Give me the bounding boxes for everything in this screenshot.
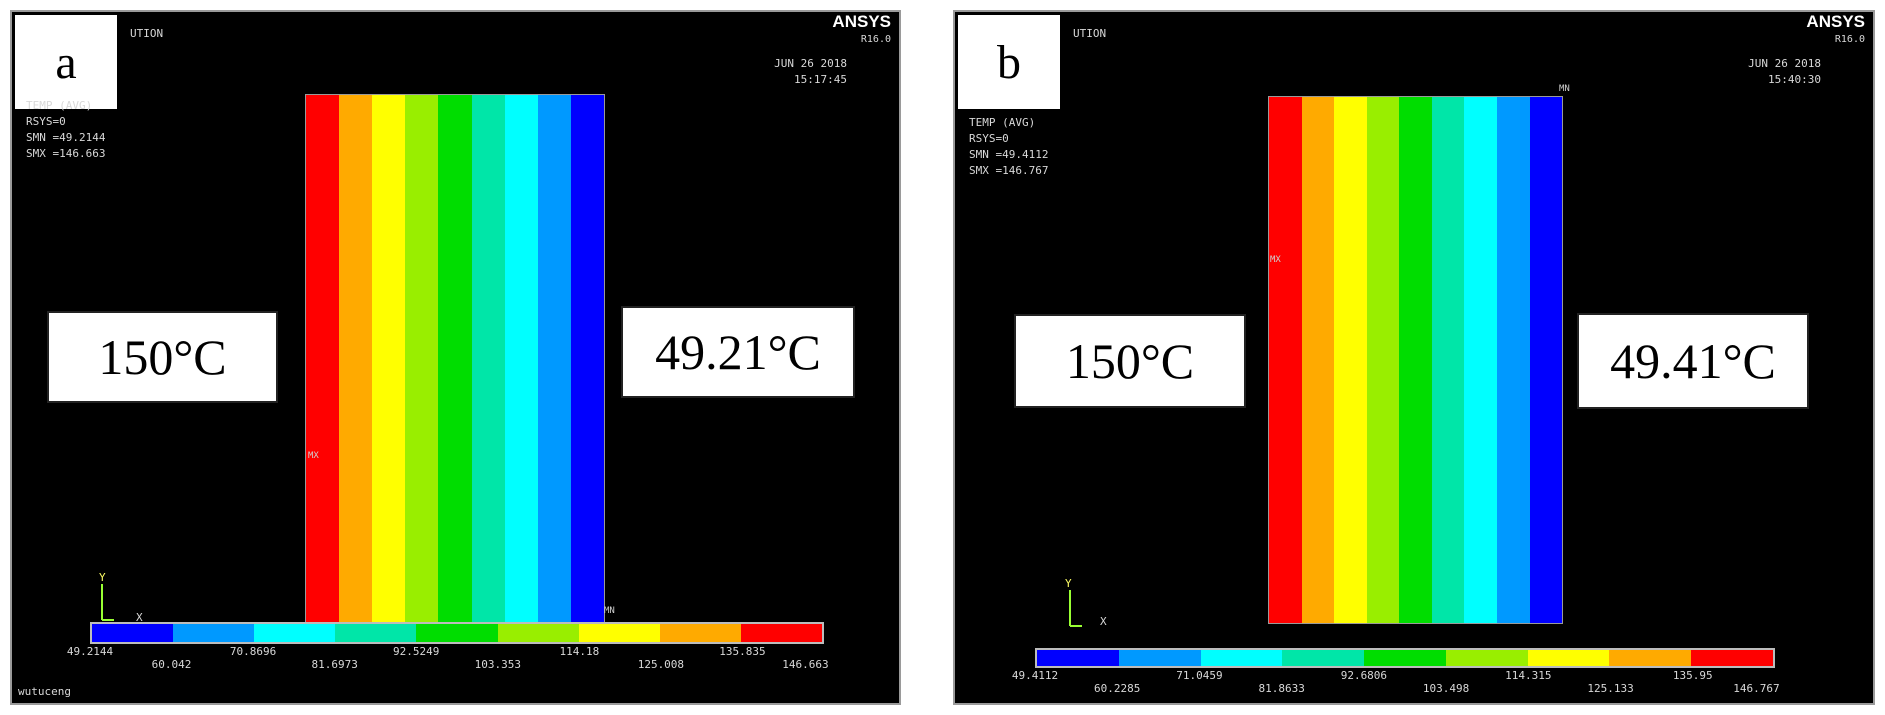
legend-swatch bbox=[1527, 650, 1610, 666]
info-line: TEMP (AVG) bbox=[26, 99, 93, 112]
info-line: RSYS=0 bbox=[969, 132, 1009, 145]
legend-swatch bbox=[335, 624, 417, 642]
info-block: TEMP (AVG) RSYS=0 SMN =49.2144 SMX =146.… bbox=[26, 98, 105, 162]
axis-x-label: X bbox=[1100, 615, 1107, 628]
legend-tick-label: 135.835 bbox=[719, 645, 766, 658]
axis-y-label: Y bbox=[1065, 577, 1072, 590]
time: 15:17:45 bbox=[794, 73, 847, 86]
panel-letter: b bbox=[955, 12, 1063, 112]
color-legend bbox=[1035, 648, 1775, 668]
contour-band bbox=[438, 95, 472, 631]
contour-band bbox=[1269, 97, 1302, 623]
legend-tick-label: 146.663 bbox=[782, 658, 829, 671]
axis-triad-icon bbox=[101, 584, 114, 621]
version: R16.0 bbox=[1834, 34, 1865, 45]
temperature-contour bbox=[305, 94, 605, 632]
legend-tick-label: 135.95 bbox=[1672, 669, 1713, 682]
legend-tick-label: 114.18 bbox=[559, 645, 600, 658]
axis-triad-icon bbox=[1069, 590, 1082, 627]
info-line: SMN =49.4112 bbox=[969, 148, 1049, 161]
legend-tick-label: 114.315 bbox=[1505, 669, 1552, 682]
contour-band bbox=[537, 95, 571, 631]
legend-tick-label: 81.8633 bbox=[1258, 682, 1305, 695]
legend-tick-label: 81.6973 bbox=[311, 658, 358, 671]
footer-text: wutuceng bbox=[18, 685, 71, 698]
panel-b: b UTION ANSYS R16.0 JUN 26 2018 15:40:30… bbox=[953, 10, 1875, 705]
contour-band bbox=[1366, 97, 1400, 623]
date: JUN 26 2018 bbox=[774, 57, 847, 70]
contour-band bbox=[1496, 97, 1530, 623]
temperature-contour bbox=[1268, 96, 1563, 624]
contour-band bbox=[1431, 97, 1465, 623]
legend-swatch bbox=[254, 624, 336, 642]
version: R16.0 bbox=[860, 34, 891, 45]
hot-side-label: 150°C bbox=[1014, 314, 1246, 408]
contour-band bbox=[405, 95, 439, 631]
axis-y-label: Y bbox=[99, 571, 106, 584]
contour-band bbox=[1399, 97, 1432, 623]
hot-side-label: 150°C bbox=[47, 311, 278, 403]
legend-swatch bbox=[1364, 650, 1446, 666]
legend-tick-label: 146.767 bbox=[1733, 682, 1780, 695]
contour-band bbox=[372, 95, 406, 631]
contour-band bbox=[504, 95, 538, 631]
legend-tick-label: 49.2144 bbox=[66, 645, 114, 658]
legend-swatch bbox=[92, 624, 174, 642]
legend-swatch bbox=[1037, 650, 1119, 666]
legend-tick-label: 60.042 bbox=[151, 658, 192, 671]
contour-band bbox=[471, 95, 505, 631]
legend-swatch bbox=[1118, 650, 1201, 666]
legend-tick-label: 103.353 bbox=[474, 658, 521, 671]
title-fragment: UTION bbox=[1073, 27, 1107, 40]
axis-x-label: X bbox=[136, 611, 143, 624]
legend-tick-label: 92.6806 bbox=[1340, 669, 1388, 682]
legend-swatch bbox=[173, 624, 255, 642]
legend-swatch bbox=[416, 624, 498, 642]
panel-a: a UTION ANSYS R16.0 JUN 26 2018 15:17:45… bbox=[10, 10, 901, 705]
legend-swatch bbox=[659, 624, 741, 642]
ansys-logo: ANSYS bbox=[832, 12, 891, 31]
legend-tick-label: 92.5249 bbox=[393, 645, 440, 658]
date: JUN 26 2018 bbox=[1748, 57, 1821, 70]
info-line: SMX =146.663 bbox=[26, 147, 106, 160]
panel-letter: a bbox=[12, 12, 120, 112]
legend-tick-label: 49.4112 bbox=[1011, 669, 1059, 682]
info-line: SMX =146.767 bbox=[969, 164, 1049, 177]
mx-marker: MX bbox=[1270, 255, 1281, 265]
mx-marker: MX bbox=[308, 451, 319, 461]
info-line: SMN =49.2144 bbox=[26, 131, 106, 144]
legend-tick-label: 71.0459 bbox=[1176, 669, 1223, 682]
legend-tick-label: 103.498 bbox=[1422, 682, 1470, 695]
contour-band bbox=[1529, 97, 1563, 623]
legend-tick-label: 70.8696 bbox=[229, 645, 277, 658]
contour-band bbox=[570, 95, 604, 631]
info-line: TEMP (AVG) bbox=[969, 116, 1036, 129]
legend-tick-label: 125.008 bbox=[637, 658, 685, 671]
legend-tick-label: 125.133 bbox=[1587, 682, 1634, 695]
title-fragment: UTION bbox=[130, 27, 164, 40]
legend-swatch bbox=[1609, 650, 1692, 666]
mn-marker: MN bbox=[604, 606, 615, 616]
legend-swatch bbox=[1445, 650, 1528, 666]
contour-band bbox=[1301, 97, 1335, 623]
legend-swatch bbox=[578, 624, 660, 642]
legend-swatch bbox=[1691, 650, 1774, 666]
color-legend bbox=[90, 622, 824, 644]
info-line: RSYS=0 bbox=[26, 115, 66, 128]
legend-tick-label: 60.2285 bbox=[1094, 682, 1141, 695]
legend-swatch bbox=[497, 624, 579, 642]
contour-band bbox=[1334, 97, 1367, 623]
info-block: TEMP (AVG) RSYS=0 SMN =49.4112 SMX =146.… bbox=[969, 115, 1048, 179]
legend-swatch bbox=[740, 624, 822, 642]
contour-band bbox=[339, 95, 373, 631]
contour-band bbox=[1464, 97, 1497, 623]
time: 15:40:30 bbox=[1768, 73, 1821, 86]
legend-swatch bbox=[1200, 650, 1283, 666]
legend-swatch bbox=[1282, 650, 1365, 666]
ansys-logo: ANSYS bbox=[1806, 12, 1865, 31]
cold-side-label: 49.21°C bbox=[621, 306, 855, 398]
mn-marker: MN bbox=[1559, 84, 1570, 94]
contour-band bbox=[306, 95, 340, 631]
cold-side-label: 49.41°C bbox=[1577, 313, 1809, 409]
